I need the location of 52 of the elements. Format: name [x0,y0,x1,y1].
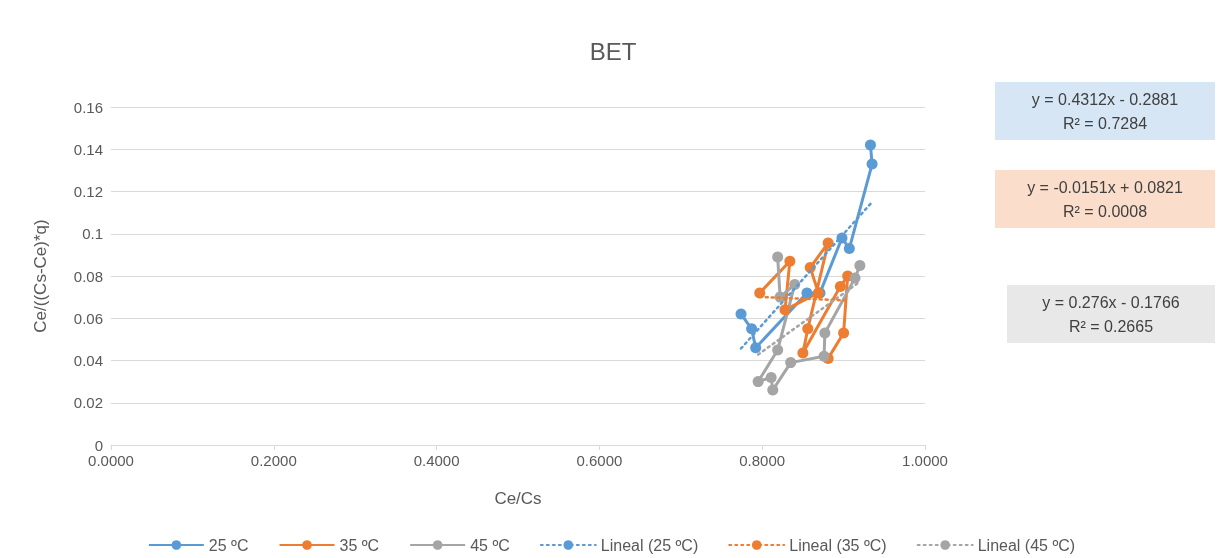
legend-label: 35 ºC [339,536,380,554]
point [784,255,796,267]
point [772,344,784,356]
point [752,376,764,388]
point [822,237,834,249]
legend-label: Lineal (45 ºC) [977,536,1076,554]
x-tick-label: 0.2000 [250,452,297,469]
point [834,281,846,293]
y-tick-label: 0.16 [73,98,103,116]
x-tick-label: 1.0000 [902,452,948,469]
point [838,327,850,339]
y-tick-label: 0.14 [73,140,103,158]
point [801,287,813,299]
point [765,371,777,383]
y-tick-label: 0.04 [73,352,103,369]
point [779,304,791,316]
point [819,327,831,339]
x-tick-label: 0.8000 [739,452,786,469]
point [854,259,866,271]
point [746,323,758,335]
point [797,347,809,359]
y-tick-label: 0 [94,436,103,454]
chart-title: BET [589,37,637,65]
point [866,158,878,170]
y-tick-label: 0.02 [73,394,103,412]
legend-label: Lineal (25 ºC) [600,536,699,554]
point [843,243,855,255]
y-tick-label: 0.08 [73,267,103,285]
y-tick-label: 0.1 [82,225,103,243]
point [750,342,762,354]
text: y = 0.276x - 0.1766 R² = 0.2665 [1042,293,1180,335]
point [767,384,779,396]
point [849,272,861,284]
text: y = -0.0151x + 0.0821 R² = 0.0008 [1027,178,1183,220]
point [735,308,747,320]
point [785,357,797,369]
point [818,350,830,362]
x-tick-label: 0.0000 [88,452,134,469]
x-axis-title: Ce/Cs [494,489,542,508]
point [864,139,876,151]
legend-label: Lineal (35 ºC) [789,536,887,554]
y-tick-label: 0.06 [73,309,103,327]
legend-label: 45 ºC [470,536,510,554]
y-axis-title: Ce/((Cs-Ce)*q) [31,219,50,333]
point [772,251,784,263]
legend-label: 25 ºC [208,536,249,554]
point [754,287,766,299]
x-tick-label: 0.4000 [413,452,460,469]
y-tick-label: 0.12 [73,183,103,200]
point [802,323,814,335]
text: y = 0.4312x - 0.2881 R² = 0.7284 [1031,90,1179,132]
x-tick-label: 0.6000 [576,452,623,469]
